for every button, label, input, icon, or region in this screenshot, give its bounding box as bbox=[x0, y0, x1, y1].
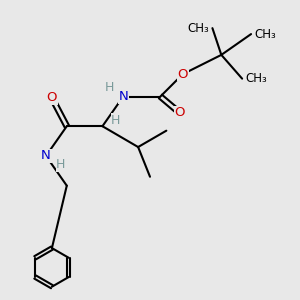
Text: CH₃: CH₃ bbox=[254, 28, 276, 40]
Text: H: H bbox=[105, 81, 115, 94]
Text: CH₃: CH₃ bbox=[188, 22, 209, 34]
Text: N: N bbox=[118, 90, 128, 103]
Text: O: O bbox=[47, 92, 57, 104]
Text: CH₃: CH₃ bbox=[245, 72, 267, 85]
Text: N: N bbox=[41, 149, 51, 162]
Text: H: H bbox=[111, 114, 121, 127]
Text: O: O bbox=[175, 106, 185, 119]
Text: O: O bbox=[177, 68, 188, 81]
Text: H: H bbox=[56, 158, 65, 171]
